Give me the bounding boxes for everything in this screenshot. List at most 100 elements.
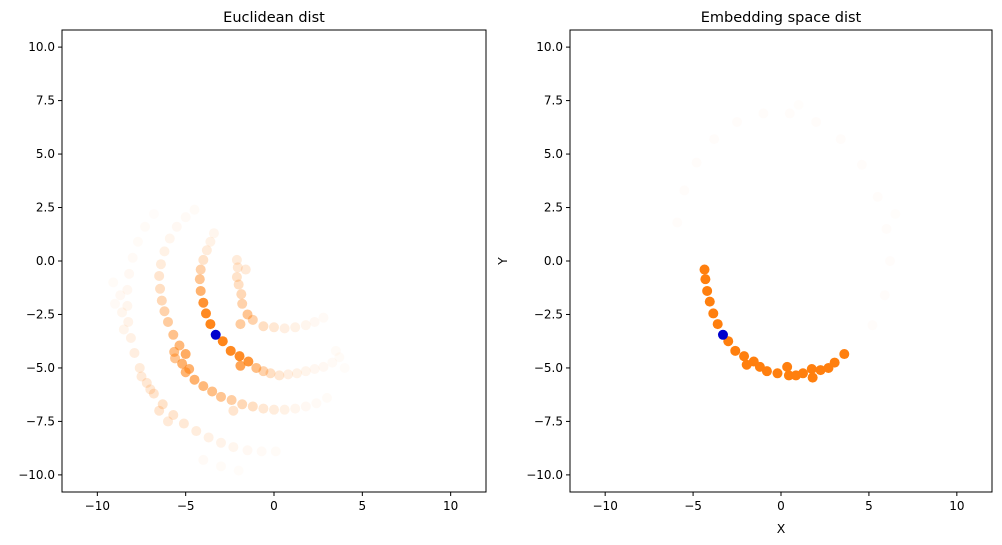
euclidean-scatter-point: [242, 309, 253, 320]
embedding-scatter-point: [712, 319, 723, 330]
embedding-scatter-point: [739, 351, 750, 362]
euclidean-scatter-point: [290, 322, 301, 333]
euclidean-scatter-point: [205, 319, 216, 330]
euclidean-scatter-point: [156, 295, 167, 306]
euclidean-scatter-point: [122, 300, 133, 311]
euclidean-scatter-point: [243, 356, 254, 367]
euclidean-scatter-point: [240, 264, 251, 275]
embedding-scatter-point: [873, 192, 883, 202]
euclidean-scatter-point: [203, 432, 214, 443]
euclidean-scatter-point: [300, 320, 311, 331]
euclidean-scatter-point: [154, 270, 165, 281]
embedding-scatter-point: [811, 117, 821, 127]
euclidean-scatter-point: [134, 362, 145, 373]
embedding-scatter-point: [807, 372, 818, 383]
euclidean-scatter-point: [231, 254, 242, 265]
euclidean-scatter-point: [159, 306, 170, 317]
euclidean-scatter-point: [190, 205, 200, 215]
euclidean-scatter-point: [174, 340, 185, 351]
euclidean-x-tick-label: 0: [270, 499, 278, 513]
embedding-axis-ticks: −10 −5 0 5 10 −10.0 −7.5 −5.0 −2.5 0.0 2.5 5.0 7.5 10…: [526, 40, 964, 513]
euclidean-scatter-point: [283, 369, 294, 380]
euclidean-scatter-point: [300, 401, 311, 412]
euclidean-scatter-point: [155, 283, 166, 294]
euclidean-scatter-point: [217, 336, 228, 347]
euclidean-scatter-point: [327, 357, 338, 368]
embedding-scatter-point: [761, 366, 772, 377]
euclidean-scatter-point: [198, 254, 209, 265]
euclidean-scatter-point: [228, 442, 239, 453]
euclidean-scatter-point: [168, 410, 179, 420]
euclidean-query-point: [210, 329, 221, 340]
euclidean-scatter-point: [331, 346, 341, 356]
euclidean-scatter-point: [216, 391, 226, 402]
embedding-scatter-point: [783, 370, 794, 381]
embedding-x-tick-label: 0: [777, 499, 785, 513]
euclidean-scatter-point: [149, 209, 159, 219]
euclidean-scatter-point: [198, 297, 209, 308]
euclidean-x-tick-label: −5: [177, 499, 195, 513]
embedding-scatter-point: [679, 185, 689, 195]
euclidean-scatter-point: [145, 384, 156, 395]
euclidean-scatter-point: [236, 289, 247, 300]
euclidean-scatter-point: [318, 361, 329, 372]
euclidean-scatter-point: [163, 416, 173, 427]
euclidean-scatter-point: [117, 307, 128, 318]
embedding-scatter-point: [702, 285, 713, 296]
euclidean-scatter-point: [258, 403, 269, 414]
euclidean-scatter-point: [189, 374, 200, 385]
euclidean-scatter-point: [200, 308, 211, 319]
euclidean-scatter-point: [322, 393, 332, 403]
euclidean-scatter-point: [184, 364, 195, 375]
embedding-x-tick-label: −10: [593, 499, 618, 513]
euclidean-y-tick-label: 10.0: [28, 40, 55, 54]
euclidean-scatter-point: [191, 426, 202, 437]
euclidean-scatter-point: [300, 366, 311, 377]
euclidean-scatter-point: [251, 362, 262, 373]
euclidean-scatter-point: [177, 358, 188, 369]
euclidean-scatter-point: [163, 316, 173, 327]
euclidean-scatter-point: [180, 212, 191, 223]
embedding-scatter-point: [839, 349, 850, 360]
euclidean-scatter-point: [232, 262, 243, 273]
embedding-y-tick-label: 7.5: [544, 94, 563, 108]
embedding-scatter-point: [758, 108, 768, 118]
euclidean-scatter-point: [115, 290, 126, 301]
euclidean-scatter-point: [157, 399, 168, 410]
euclidean-scatter-point: [233, 279, 244, 290]
embedding-x-tick-label: −5: [684, 499, 702, 513]
embedding-scatter-point: [785, 108, 795, 118]
euclidean-y-tick-label: −7.5: [26, 414, 55, 428]
euclidean-scatter-point: [180, 349, 191, 360]
embedding-scatter-point: [782, 361, 793, 372]
euclidean-scatter-point: [269, 404, 279, 415]
euclidean-y-tick-label: 2.5: [36, 201, 55, 215]
euclidean-scatter-point: [274, 370, 285, 381]
euclidean-scatter-point: [269, 322, 279, 333]
euclidean-scatter-point: [279, 323, 290, 334]
euclidean-scatter-point: [258, 321, 269, 332]
euclidean-scatter-point: [140, 222, 150, 232]
euclidean-scatter-point: [194, 274, 205, 285]
euclidean-scatter-point: [168, 329, 179, 340]
euclidean-scatter-point: [340, 363, 350, 373]
euclidean-scatter-panel: Euclidean dist −10 −5 0 5 10 −10.0 −7.5 −5.0 −2.…: [18, 10, 487, 513]
euclidean-x-tick-label: −10: [85, 499, 110, 513]
embedding-scatter-point: [772, 368, 783, 379]
euclidean-scatter-point: [171, 221, 182, 232]
embedding-scatter-point: [708, 308, 719, 319]
euclidean-scatter-point: [290, 403, 301, 414]
embedding-scatter-point: [890, 209, 900, 219]
euclidean-scatter-point: [208, 228, 219, 239]
euclidean-scatter-point: [148, 388, 159, 399]
euclidean-x-tick-label: 5: [359, 499, 367, 513]
embedding-scatter-point: [806, 364, 817, 375]
embedding-y-tick-label: 10.0: [536, 40, 563, 54]
euclidean-y-tick-label: −5.0: [26, 361, 55, 375]
embedding-y-axis-label: Y: [495, 257, 510, 266]
euclidean-scatter-point: [125, 333, 136, 343]
euclidean-scatter-point: [110, 298, 120, 309]
euclidean-scatter-point: [198, 454, 209, 465]
embedding-y-tick-label: 2.5: [544, 201, 563, 215]
